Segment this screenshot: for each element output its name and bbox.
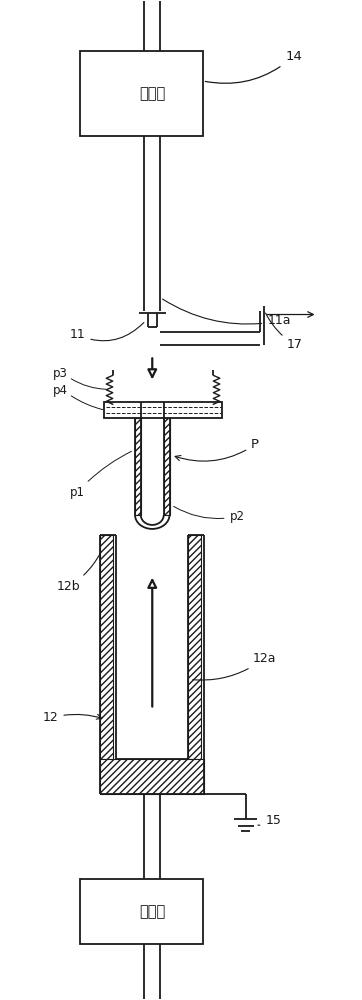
Text: p1: p1 (70, 451, 131, 499)
Text: 驱动部: 驱动部 (139, 904, 165, 919)
Text: 12: 12 (43, 711, 102, 724)
Bar (104, 402, 222, 418)
Text: 11: 11 (70, 322, 144, 341)
Text: p3: p3 (53, 367, 68, 380)
Bar (164, 418, 169, 515)
Text: 12a: 12a (193, 652, 276, 680)
Bar (135, 418, 141, 515)
Text: P: P (175, 438, 259, 461)
Text: 17: 17 (266, 313, 303, 351)
Bar (100, 535, 113, 759)
Bar (80, 879, 203, 944)
Text: 12b: 12b (57, 552, 101, 593)
Text: 15: 15 (258, 814, 281, 827)
Text: 14: 14 (205, 50, 302, 83)
Text: p4: p4 (53, 384, 68, 397)
Text: 驱动部: 驱动部 (139, 86, 165, 101)
Bar (188, 535, 201, 759)
Text: p2: p2 (174, 506, 244, 523)
Text: 11a: 11a (163, 299, 291, 327)
Bar (100, 759, 205, 794)
Bar (80, 51, 203, 136)
